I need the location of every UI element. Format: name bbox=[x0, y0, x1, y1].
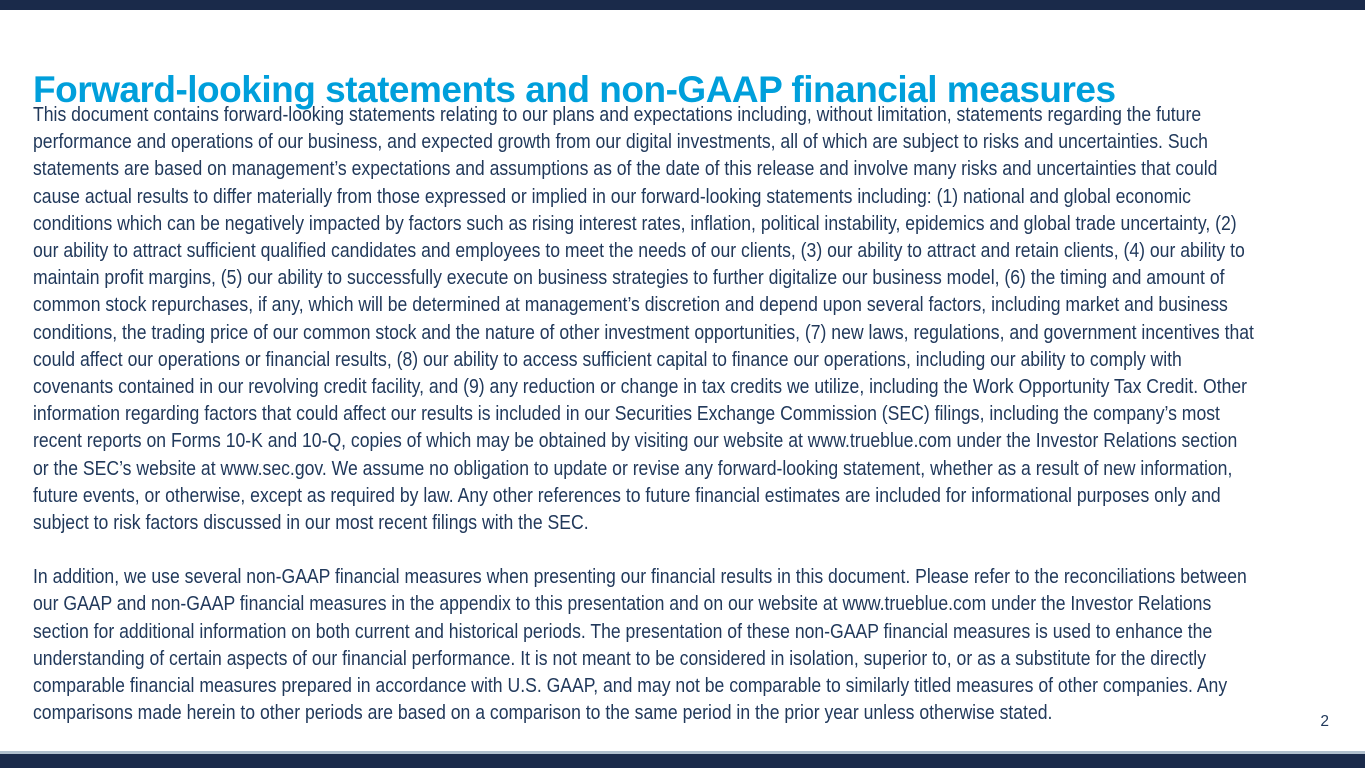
text-line: In addition, we use several non-GAAP fin… bbox=[33, 566, 1247, 589]
text-line: future events, or otherwise, except as r… bbox=[33, 484, 1221, 507]
text-line: comparable financial measures prepared i… bbox=[33, 675, 1228, 698]
text-line: conditions, the trading price of our com… bbox=[33, 321, 1254, 344]
text-line: understanding of certain aspects of our … bbox=[33, 647, 1206, 670]
non-gaap-measures-paragraph: In addition, we use several non-GAAP fin… bbox=[33, 564, 1335, 727]
text-line: recent reports on Forms 10-K and 10-Q, c… bbox=[33, 430, 1238, 453]
text-line: could affect our operations or financial… bbox=[33, 348, 1182, 371]
text-line: maintain profit margins, (5) our ability… bbox=[33, 267, 1225, 290]
text-line: This document contains forward-looking s… bbox=[33, 104, 1202, 126]
text-line: comparisons made herein to other periods… bbox=[33, 702, 1053, 725]
text-line: information regarding factors that could… bbox=[33, 403, 1220, 426]
text-line: subject to risk factors discussed in our… bbox=[33, 512, 589, 535]
text-line: covenants contained in our revolving cre… bbox=[33, 376, 1248, 399]
text-line: or the SEC’s website at www.sec.gov. We … bbox=[33, 457, 1233, 480]
text-line: our GAAP and non-GAAP financial measures… bbox=[33, 593, 1212, 616]
slide-title: Forward-looking statements and non-GAAP … bbox=[33, 68, 1116, 110]
text-line: performance and operations of our busine… bbox=[33, 131, 1208, 154]
text-line: section for additional information on bo… bbox=[33, 620, 1213, 643]
slide-body-text: This document contains forward-looking s… bbox=[33, 102, 1335, 727]
page-number: 2 bbox=[1320, 713, 1329, 730]
top-bar bbox=[0, 0, 1365, 10]
text-line: cause actual results to differ materiall… bbox=[33, 185, 1191, 208]
text-line: our ability to attract sufficient qualif… bbox=[33, 240, 1245, 263]
bottom-accent-line bbox=[0, 751, 1365, 754]
text-line: statements are based on management’s exp… bbox=[33, 158, 1218, 181]
text-line: conditions which can be negatively impac… bbox=[33, 212, 1237, 235]
forward-looking-statements-paragraph: This document contains forward-looking s… bbox=[33, 102, 1335, 537]
text-line: common stock repurchases, if any, which … bbox=[33, 294, 1228, 317]
bottom-bar bbox=[0, 754, 1365, 768]
